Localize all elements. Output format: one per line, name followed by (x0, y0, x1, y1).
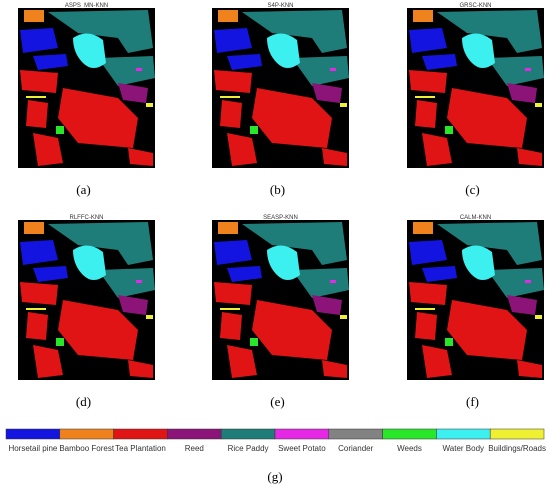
classification-map (407, 220, 544, 380)
panel-title: S4P-KNN (267, 3, 293, 9)
legend-swatch (59, 428, 114, 440)
classification-map (18, 220, 155, 380)
legend-label: Rice Paddy (228, 444, 269, 453)
legend-label: Reed (185, 444, 204, 453)
classification-map (407, 8, 544, 168)
legend-label: Weeds (397, 444, 422, 453)
panel-caption: (f) (466, 394, 479, 409)
panel-caption: (c) (465, 182, 479, 197)
legend-swatch (220, 428, 276, 440)
legend-label: Sweet Potato (278, 444, 326, 453)
panel-title: RLFFC-KNN (70, 215, 104, 221)
legend-label: Horsetail pine (8, 444, 57, 453)
panel-title: ASPS_MN-KNN (65, 3, 108, 9)
panel-caption: (d) (76, 394, 91, 409)
legend-caption: (g) (267, 469, 282, 484)
legend-label: Buildings/Roads (488, 444, 546, 453)
legend-swatch (328, 428, 383, 440)
panel-caption: (e) (270, 394, 284, 409)
legend-label: Tea Plantation (115, 444, 166, 453)
panel-title: GRSC-KNN (459, 3, 491, 9)
legend-swatch (274, 428, 330, 440)
classification-map (212, 220, 349, 380)
classification-map (18, 8, 155, 168)
panel-title: CALM-KNN (460, 215, 491, 221)
legend-swatch (489, 428, 545, 440)
legend-label: Water Body (443, 444, 485, 453)
panel-caption: (a) (76, 182, 90, 197)
legend-label: Bamboo Forest (59, 444, 114, 453)
panel-title: SEASP-KNN (263, 215, 298, 221)
legend-swatch (167, 428, 222, 440)
legend-swatch (436, 428, 491, 440)
legend-swatch (5, 428, 61, 440)
legend-swatch (113, 428, 168, 440)
panels: ASPS_MN-KNN (a) S4P-KNN (b) GRSC-KNN (c) RLFFC… (18, 3, 544, 409)
classification-map (212, 8, 349, 168)
legend-swatch (382, 428, 437, 440)
legend: Horsetail pine Bamboo Forest Tea Plantatio… (5, 428, 546, 484)
panel-caption: (b) (270, 182, 285, 197)
legend-label: Coriander (338, 444, 373, 453)
